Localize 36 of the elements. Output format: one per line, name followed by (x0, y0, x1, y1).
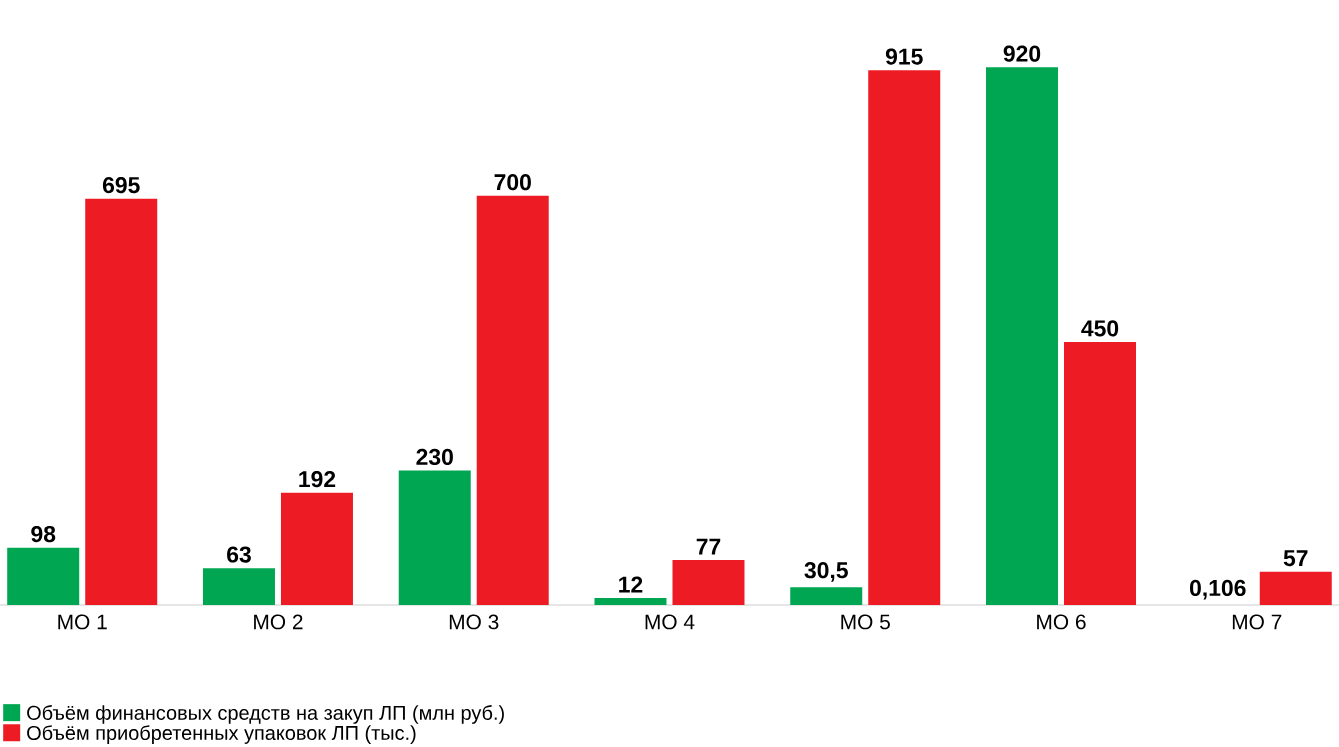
legend-label: Объём финансовых средств на закуп ЛП (млн руб.) (27, 705, 504, 724)
bar (85, 198, 158, 605)
data-label: 57 (1283, 550, 1308, 567)
data-label: 98 (31, 525, 56, 543)
x-tick-label: МО 2 (254, 614, 303, 630)
data-label: 12 (619, 576, 643, 593)
data-label: 695 (102, 177, 140, 194)
data-label: 0,106 (1189, 579, 1246, 600)
data-label: 192 (299, 471, 336, 488)
x-tick-label: МО 3 (449, 614, 499, 630)
data-label: 450 (1081, 320, 1119, 337)
data-label: 920 (1003, 45, 1041, 62)
data-label: 63 (227, 546, 251, 563)
x-tick-label: МО 4 (645, 614, 695, 630)
bar (986, 67, 1058, 605)
bar (280, 492, 353, 605)
bar (1064, 341, 1136, 605)
data-label: 230 (416, 448, 453, 466)
bar (672, 559, 745, 605)
bar (1259, 571, 1332, 605)
bar (398, 470, 471, 605)
bar (202, 568, 275, 605)
data-label: 700 (494, 174, 531, 191)
bar (790, 587, 863, 605)
bar (7, 547, 80, 605)
x-tick-label: МО 6 (1037, 614, 1086, 630)
bar (594, 597, 667, 605)
bar (868, 70, 941, 605)
data-label: 30,5 (804, 562, 848, 582)
legend-label: Объём приобретенных упаковок ЛП (тыс.) (27, 725, 416, 744)
x-tick-label: МО 1 (58, 614, 107, 630)
data-label: 77 (696, 538, 721, 555)
x-tick-label: МО 7 (1232, 614, 1282, 630)
data-label: 915 (885, 48, 923, 65)
x-tick-label: МО 5 (841, 614, 890, 630)
bar (476, 195, 549, 605)
